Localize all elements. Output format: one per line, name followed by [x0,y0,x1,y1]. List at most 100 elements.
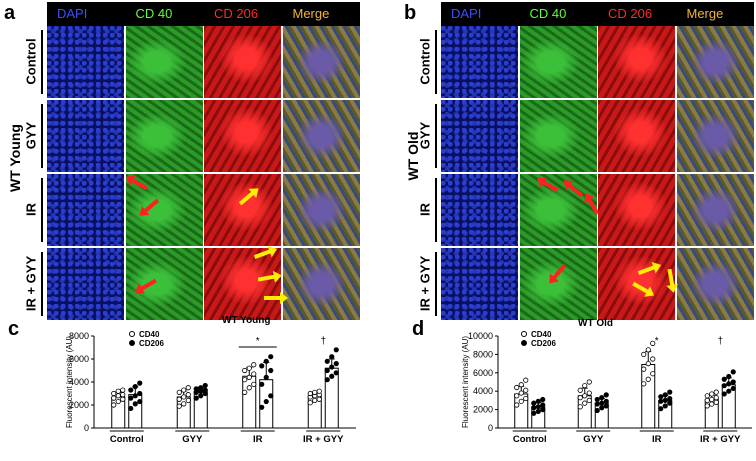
data-point-cd206 [198,385,204,391]
significance-marker: * [655,336,659,347]
micrograph-cd40-ir-gyy [519,248,597,320]
y-tick-label: 8000 [69,331,89,341]
data-point-cd40 [709,391,715,397]
panel-letter-c: c [8,318,20,340]
micrograph-cd40-control [519,26,597,98]
data-point-cd40 [176,396,182,402]
data-point-cd206 [667,400,673,406]
row-divider [41,252,43,316]
micrograph-dapi-gyy [47,100,124,172]
chart-c: Fluorescent intensity (AU) 0 2000 4000 6000 8… [65,330,356,445]
y-tick-label: 6000 [69,354,89,364]
data-point-cd40 [641,366,647,372]
data-point-cd40 [713,389,719,395]
data-point-cd40 [582,393,588,399]
y-tick-label: 6000 [473,368,493,378]
data-point-cd206 [531,400,537,406]
x-tick-label: GYY [583,434,604,445]
data-point-cd40 [577,387,583,393]
column-header-cd-206: CD 206 [214,6,259,21]
micrograph-cd206-control [204,26,281,98]
data-point-cd206 [658,406,664,412]
significance-marker: † [717,336,723,347]
legend-marker-cd206 [521,340,527,346]
data-point-cd206 [193,395,199,401]
data-point-cd40 [518,382,524,388]
data-point-cd206 [324,358,330,364]
data-point-cd40 [709,401,715,407]
data-point-cd40 [115,398,121,405]
data-point-cd40 [120,392,126,398]
micrograph-merge-ir [676,174,754,246]
data-point-cd206 [268,393,274,399]
column-header-cd-40: CD 40 [529,6,567,21]
legend-marker-cd40 [521,331,527,337]
data-point-cd40 [316,396,322,402]
y-tick-label: 4000 [69,377,89,387]
y-tick-label: 4000 [473,386,493,396]
data-point-cd40 [111,395,117,401]
data-point-cd206 [594,401,600,407]
data-point-cd206 [531,405,537,411]
data-point-cd40 [523,387,529,393]
data-point-cd206 [259,404,265,410]
data-point-cd206 [599,400,605,406]
x-tick-label: IR + GYY [700,434,741,445]
data-point-cd40 [645,347,651,353]
data-point-cd40 [312,389,318,395]
row-label-ir: IR [417,203,433,216]
data-point-cd40 [514,384,520,391]
data-point-cd206 [137,390,143,397]
panel-letter-d: d [412,318,425,340]
row-label-gyy: GYY [23,121,39,150]
data-point-cd40 [582,400,588,406]
micrograph-cd40-gyy [125,100,203,172]
data-point-cd40 [577,395,583,401]
data-point-cd40 [246,365,252,371]
micrograph-dapi-control [47,26,124,98]
chart-title-d: WT Old [578,318,613,329]
row-label-ir: IR [23,203,39,216]
data-point-cd206 [730,385,736,392]
data-point-cd206 [137,380,143,386]
x-tick-label: IR [652,434,662,445]
data-point-cd40 [514,393,520,399]
data-point-cd206 [662,392,668,398]
data-point-cd206 [726,381,732,387]
row-label-control: Control [417,38,433,85]
data-point-cd40 [115,388,121,394]
data-point-cd206 [263,398,269,405]
data-point-cd206 [132,401,138,407]
data-point-cd206 [667,395,673,402]
data-point-cd206 [263,358,269,364]
data-point-cd40 [645,376,651,382]
data-point-cd40 [185,392,191,398]
data-point-cd206 [594,407,600,414]
data-point-cd40 [641,381,647,387]
data-point-cd206 [268,367,274,374]
data-point-cd206 [132,393,138,399]
column-header-bar-b: DAPI CD 40 CD 206 Merge [441,2,754,26]
y-tick-label: 0 [84,423,89,433]
data-point-cd40 [181,394,187,400]
data-point-cd40 [518,390,524,396]
data-point-cd40 [523,377,529,383]
micrograph-dapi-control [441,26,518,98]
data-point-cd40 [713,395,719,401]
x-tick-label: IR [253,434,263,445]
data-point-cd40 [111,402,117,408]
legend-label-cd40: CD40 [531,330,552,339]
micrograph-cd206-gyy [598,100,675,172]
data-point-cd40 [242,389,248,395]
row-divider [435,252,437,316]
data-point-cd206 [599,395,605,401]
data-point-cd40 [307,400,313,406]
data-point-cd206 [259,381,265,387]
legend-marker-cd40 [129,331,135,337]
data-point-cd206 [667,389,673,395]
data-point-cd206 [662,403,668,409]
yellow-arrow-icon [264,292,288,304]
row-label-control: Control [23,38,39,85]
data-point-cd206 [259,363,265,369]
legend-label-cd206: CD206 [139,339,164,348]
